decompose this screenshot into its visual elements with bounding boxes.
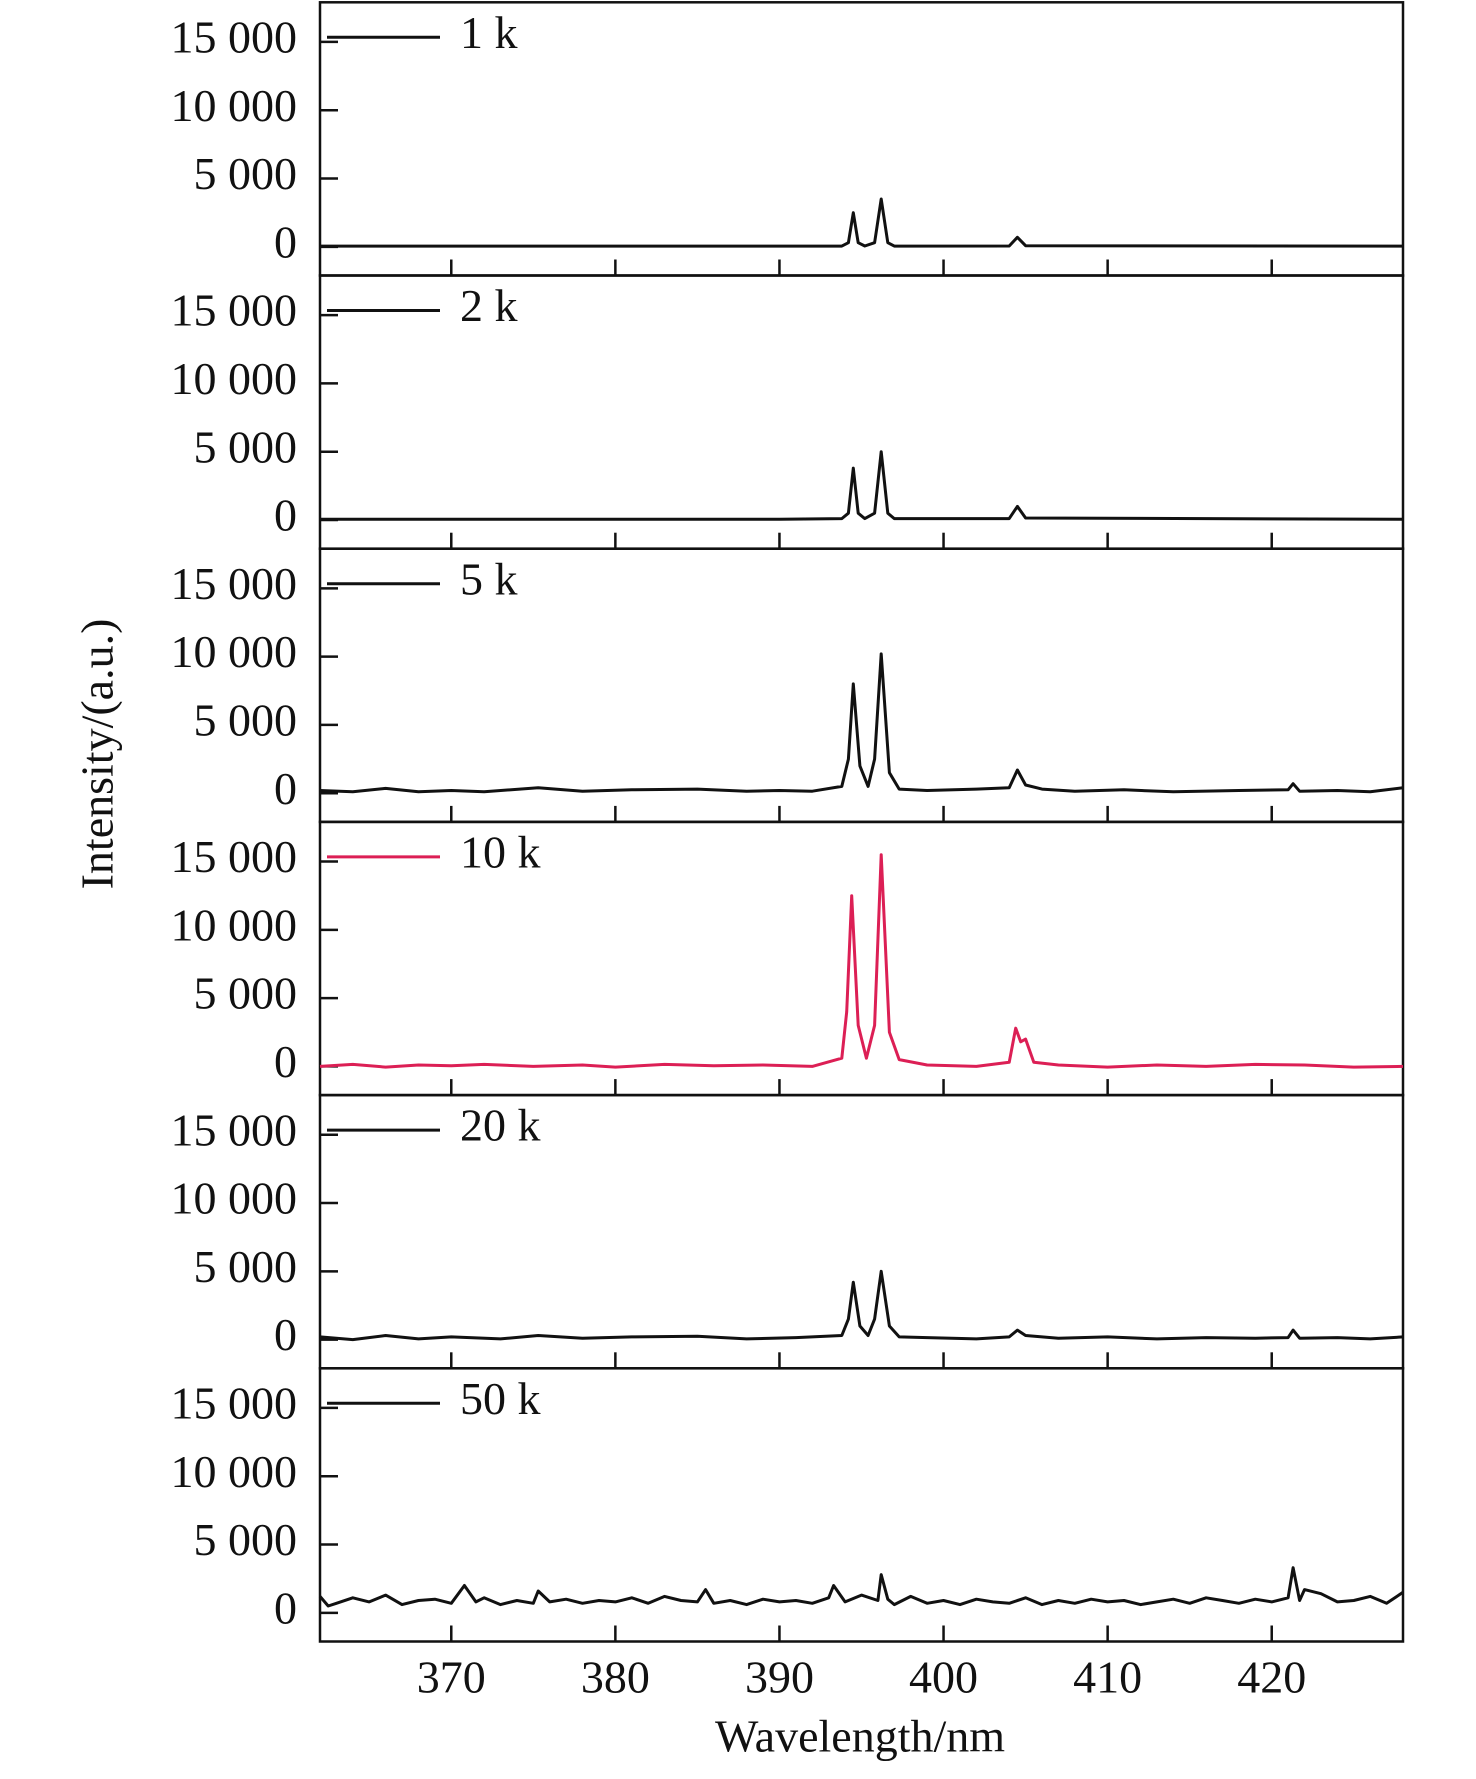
y-tick-label: 10 000	[171, 80, 298, 131]
y-tick-label: 15 000	[171, 831, 298, 882]
x-tick-label: 380	[581, 1652, 650, 1703]
x-tick-label: 410	[1073, 1652, 1142, 1703]
spectrum-line	[320, 450, 1404, 521]
y-tick-label: 15 000	[171, 11, 298, 62]
y-tick-label: 5 000	[194, 968, 298, 1019]
y-tick-label: 15 000	[171, 285, 298, 336]
y-tick-label: 15 000	[171, 558, 298, 609]
spectrum-line	[319, 853, 1404, 1069]
panel-frame	[318, 1367, 1405, 1643]
y-tick-label: 10 000	[171, 899, 298, 950]
legend-label: 10 k	[460, 826, 541, 877]
legend-label: 20 k	[460, 1100, 541, 1151]
x-tick-label: 420	[1237, 1652, 1306, 1703]
x-tick-label: 370	[417, 1652, 486, 1703]
y-tick-label: 10 000	[171, 1446, 298, 1497]
y-tick-label: 0	[274, 1309, 297, 1360]
spectrum-line	[319, 652, 1404, 794]
y-tick-label: 5 000	[194, 421, 298, 472]
legend-label: 2 k	[460, 280, 518, 331]
y-tick-label: 10 000	[171, 353, 298, 404]
x-tick-label: 400	[909, 1652, 978, 1703]
y-tick-label: 0	[274, 216, 297, 267]
legend-label: 5 k	[460, 553, 518, 604]
spectrum-line	[318, 1566, 1404, 1608]
y-tick-label: 10 000	[171, 1173, 298, 1224]
y-tick-label: 5 000	[194, 148, 298, 199]
y-tick-label: 5 000	[194, 1514, 298, 1565]
y-tick-label: 15 000	[171, 1104, 298, 1155]
legend-label: 1 k	[460, 7, 518, 58]
spectrum-line	[320, 197, 1404, 248]
legend-label: 50 k	[460, 1373, 541, 1424]
y-tick-label: 10 000	[171, 626, 298, 677]
x-axis-label: Wavelength/nm	[715, 1711, 1005, 1762]
y-axis-label: Intensity/(a.u.)	[72, 619, 123, 890]
y-tick-label: 0	[274, 490, 297, 541]
spectrum-line	[319, 1269, 1404, 1342]
y-tick-label: 0	[274, 1582, 297, 1633]
y-tick-label: 5 000	[194, 1241, 298, 1292]
y-tick-label: 0	[274, 763, 297, 814]
y-tick-label: 0	[274, 1036, 297, 1087]
x-tick-label: 390	[745, 1652, 814, 1703]
y-tick-label: 5 000	[194, 694, 298, 745]
y-tick-label: 15 000	[171, 1377, 298, 1428]
